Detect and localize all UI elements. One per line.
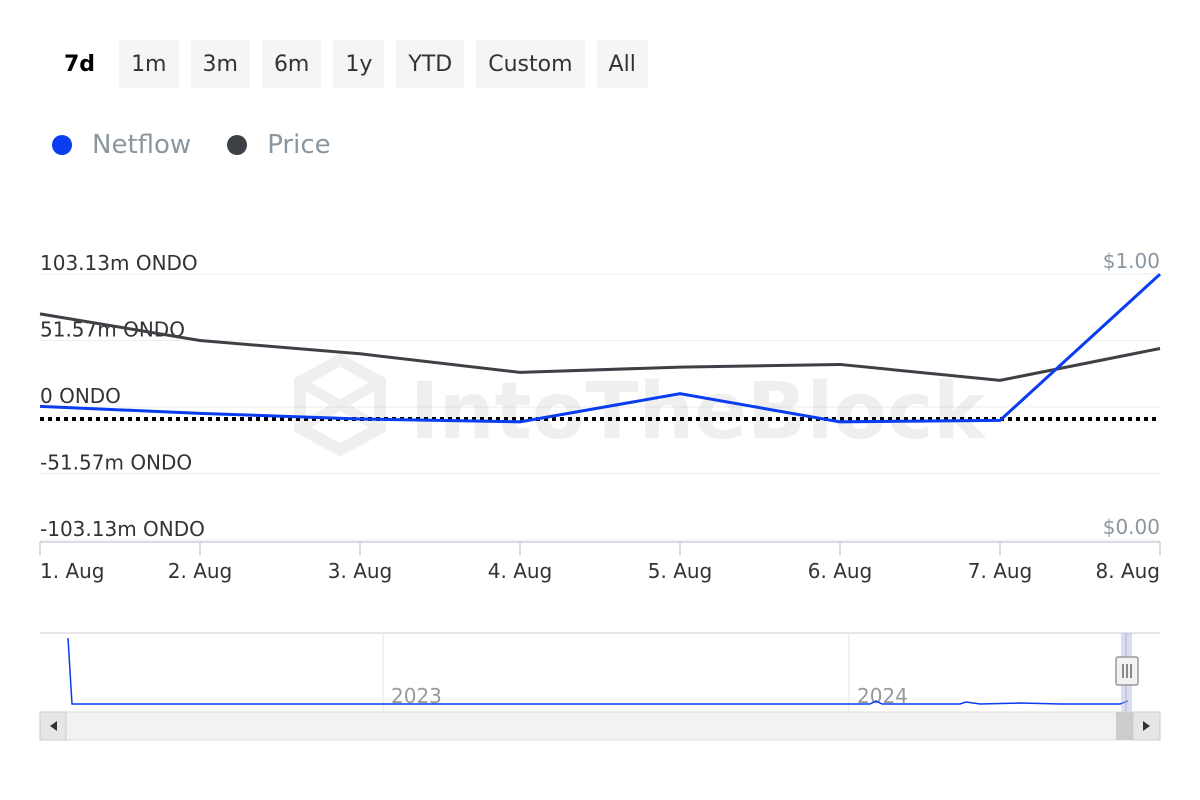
legend-label-netflow: Netflow: [92, 130, 192, 160]
x-tick-label: 3. Aug: [328, 559, 393, 583]
y-left-tick-label: 0 ONDO: [40, 384, 121, 408]
scroll-right-arrow-icon: [1143, 721, 1150, 731]
range-ytd-button[interactable]: YTD: [396, 40, 465, 88]
x-tick-label: 1. Aug: [40, 559, 105, 583]
range-selector: 7d 1m 3m 6m 1y YTD Custom All: [52, 40, 648, 88]
y-left-tick-label: 103.13m ONDO: [40, 251, 198, 275]
scroll-left-arrow-icon: [50, 721, 57, 731]
watermark: IntoTheBlock: [294, 353, 987, 457]
range-all-button[interactable]: All: [596, 40, 648, 88]
x-tick-label: 4. Aug: [488, 559, 553, 583]
x-tick-label: 6. Aug: [808, 559, 873, 583]
y-right-tick-label: $1.00: [1103, 249, 1160, 273]
range-1y-button[interactable]: 1y: [333, 40, 385, 88]
x-tick-label: 7. Aug: [968, 559, 1033, 583]
series-group: [39, 273, 1162, 424]
y-left-tick-label: -103.13m ONDO: [40, 517, 205, 541]
x-axis: 1. Aug 2. Aug 3. Aug 4. Aug 5. Aug 6. Aug 7. A…: [39, 542, 1161, 583]
legend-item-price[interactable]: Price: [227, 130, 331, 160]
range-6m-button[interactable]: 6m: [261, 40, 322, 88]
netflow-series-line: [39, 273, 1162, 424]
price-series-line: [39, 312, 1161, 382]
scrollbar-thumb[interactable]: [1116, 712, 1133, 740]
chart-legend: Netflow Price: [52, 130, 331, 160]
legend-item-netflow[interactable]: Netflow: [52, 130, 191, 160]
scrollbar: [39, 711, 1161, 741]
navigator: 2023 2024: [40, 632, 1160, 712]
x-tick-label: 5. Aug: [648, 559, 713, 583]
watermark-logo-icon: [294, 353, 386, 457]
navigator-handle[interactable]: [1115, 656, 1139, 686]
range-7d-button[interactable]: 7d: [52, 40, 108, 88]
navigator-series-line: [67, 637, 1129, 705]
price-dot-icon: [227, 135, 248, 155]
netflow-dot-icon: [52, 135, 72, 155]
x-tick-label: 2. Aug: [168, 559, 233, 583]
range-3m-button[interactable]: 3m: [190, 40, 250, 88]
range-custom-button[interactable]: Custom: [476, 40, 585, 88]
range-1m-button[interactable]: 1m: [119, 40, 179, 88]
x-tick-label: 8. Aug: [1096, 559, 1161, 583]
scrollbar-track[interactable]: [39, 711, 1161, 741]
watermark-text: IntoTheBlock: [410, 367, 987, 457]
y-left-tick-label: 51.57m ONDO: [40, 318, 185, 342]
y-axis-left: 103.13m ONDO 51.57m ONDO 0 ONDO -51.57m OND…: [40, 251, 205, 541]
legend-label-price: Price: [267, 130, 331, 160]
y-left-tick-label: -51.57m ONDO: [40, 451, 192, 475]
y-axis-right: $1.00 $0.00: [1103, 249, 1160, 539]
y-right-tick-label: $0.00: [1103, 515, 1160, 539]
